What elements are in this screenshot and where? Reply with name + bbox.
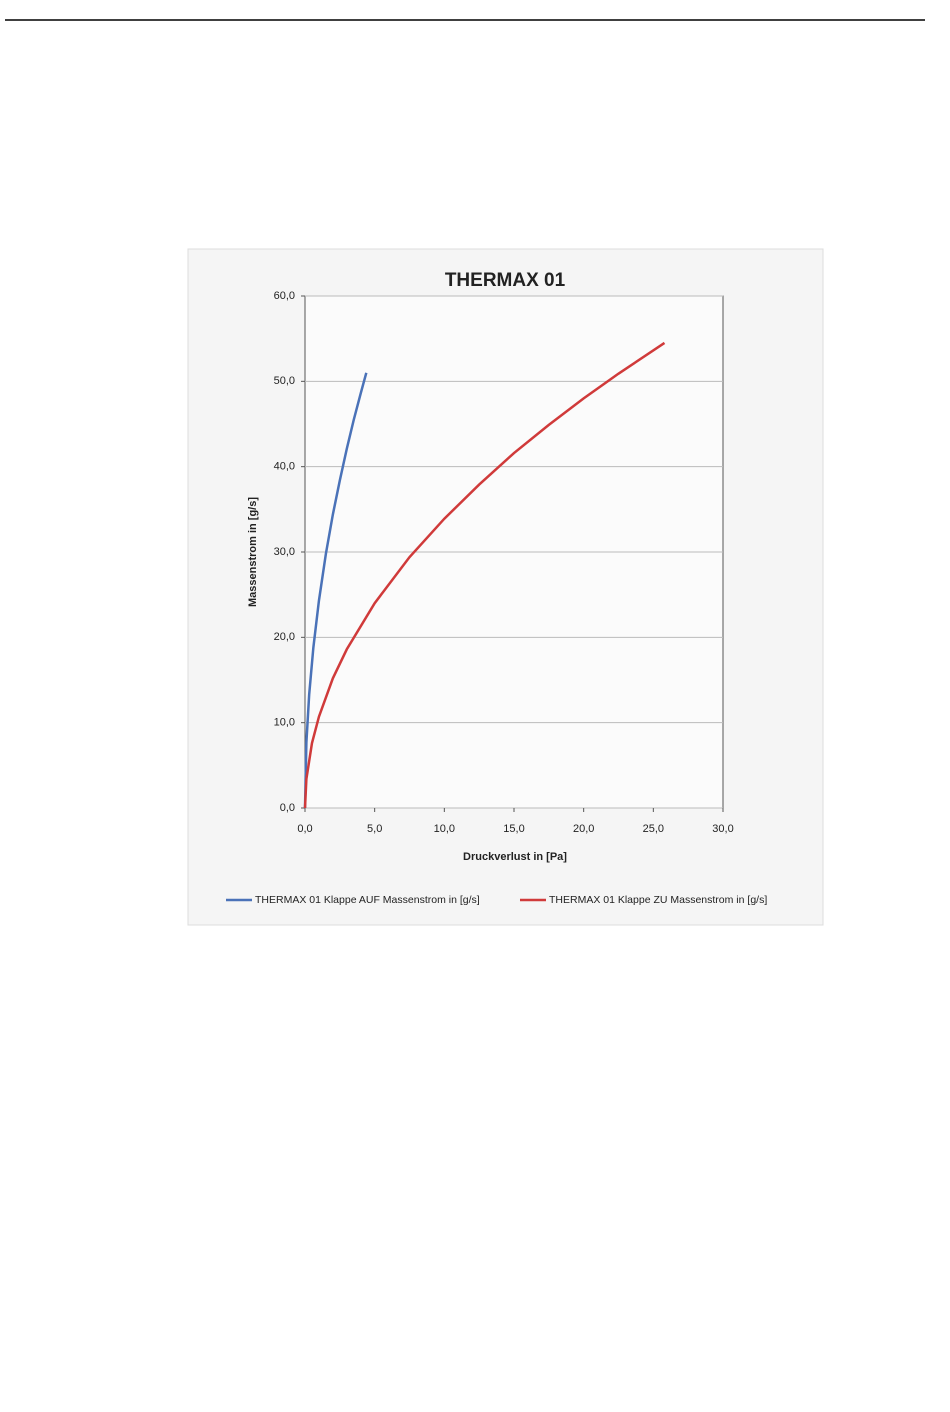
x-tick-label: 20,0	[573, 823, 594, 835]
series-line	[303, 372, 368, 809]
series-line	[303, 341, 666, 809]
x-axis-label: Druckverlust in [Pa]	[463, 851, 567, 863]
y-tick-label: 0,0	[280, 802, 295, 814]
y-tick-label: 50,0	[274, 375, 295, 387]
x-tick-label: 5,0	[367, 823, 382, 835]
y-tick-label: 30,0	[274, 546, 295, 558]
legend-label: THERMAX 01 Klappe ZU Massenstrom in [g/s…	[549, 894, 767, 906]
x-tick-label: 0,0	[297, 823, 312, 835]
y-tick-label: 60,0	[274, 290, 295, 302]
x-tick-label: 25,0	[643, 823, 664, 835]
x-tick-label: 10,0	[434, 823, 455, 835]
x-tick-label: 15,0	[503, 823, 524, 835]
y-tick-label: 40,0	[274, 461, 295, 473]
legend-label: THERMAX 01 Klappe AUF Massenstrom in [g/…	[255, 894, 480, 906]
y-tick-label: 10,0	[274, 717, 295, 729]
chart-title: THERMAX 01	[445, 270, 566, 291]
x-tick-label: 30,0	[712, 823, 733, 835]
y-tick-label: 20,0	[274, 631, 295, 643]
y-axis-label: Massenstrom in [g/s]	[247, 497, 259, 607]
